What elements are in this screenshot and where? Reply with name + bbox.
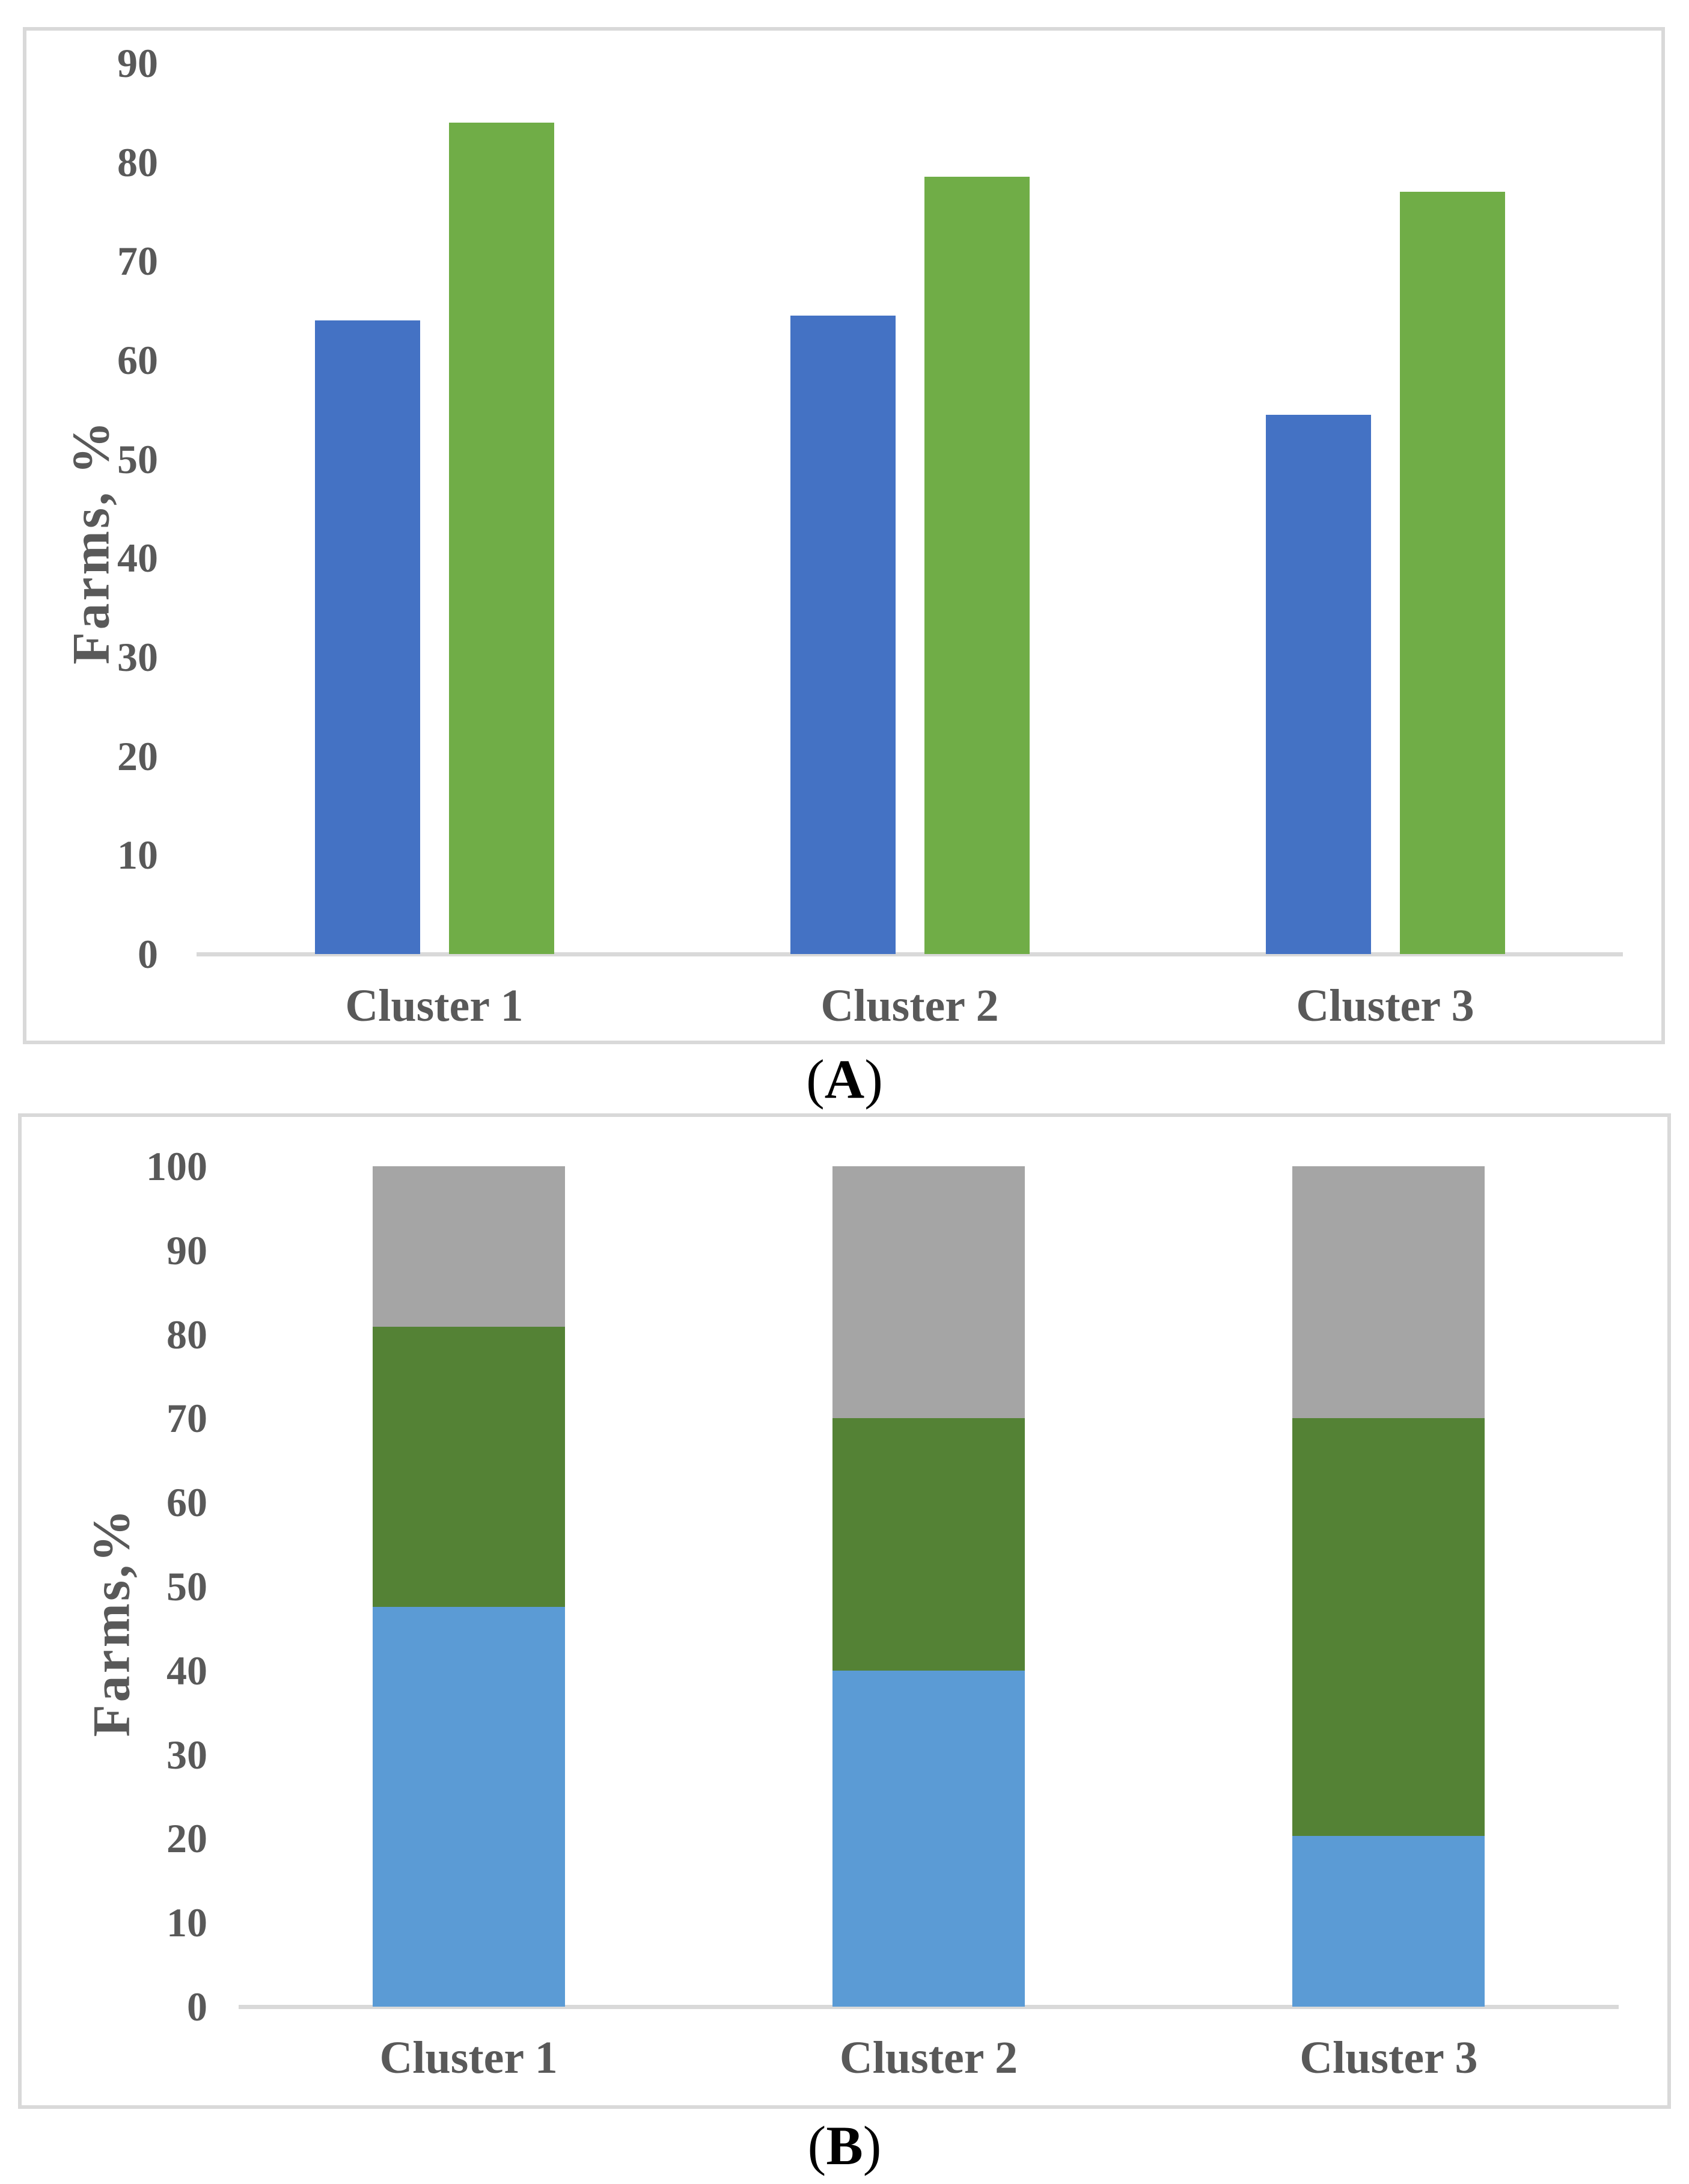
chart-a-bar-blue-cluster-3 (1265, 414, 1371, 954)
chart-a-bar-green-cluster-2 (924, 177, 1030, 954)
chart-a-y-axis-ticks: 0 10 20 30 40 50 60 70 80 90 (26, 43, 158, 974)
caption-b-open-paren: ( (807, 2115, 826, 2176)
chart-a-ytick-20: 20 (117, 733, 158, 779)
chart-a-bar-green-cluster-1 (448, 122, 554, 954)
caption-a: (A) (0, 1046, 1689, 1112)
chart-a-plot-area: Cluster 1 Cluster 2 Cluster 3 (197, 63, 1623, 1031)
chart-b-segment-blue-cluster-1 (372, 1606, 565, 2007)
chart-b-segment-blue-cluster-3 (1292, 1836, 1485, 2007)
chart-b-xlabel-cluster-3: Cluster 3 (1300, 2033, 1478, 2083)
chart-a-bar-green-cluster-3 (1399, 192, 1505, 954)
chart-a-xlabel-cluster-3: Cluster 3 (1296, 980, 1474, 1031)
chart-b-ytick-90: 90 (166, 1227, 207, 1273)
chart-a-ytick-90: 90 (117, 40, 158, 86)
chart-b-segment-green-cluster-3 (1292, 1418, 1485, 1837)
chart-b-x-axis-line (239, 2005, 1619, 2009)
chart-b-segment-blue-cluster-2 (832, 1670, 1025, 2007)
caption-b-letter: B (826, 2115, 863, 2176)
chart-b-xlabel-cluster-1: Cluster 1 (379, 2033, 558, 2083)
chart-b-ytick-20: 20 (166, 1815, 207, 1862)
chart-b-y-axis-ticks: 0 10 20 30 40 50 60 70 80 90 100 (22, 1146, 207, 2027)
chart-b-ytick-10: 10 (166, 1900, 207, 1946)
chart-a-ytick-30: 30 (117, 634, 158, 680)
chart-b-segment-gray-cluster-3 (1292, 1166, 1485, 1419)
chart-b-segment-gray-cluster-2 (832, 1166, 1025, 1419)
chart-b-ytick-100: 100 (146, 1143, 207, 1189)
caption-b-close-paren: ) (863, 2115, 882, 2176)
chart-b-ytick-80: 80 (166, 1311, 207, 1357)
chart-b-xlabel-cluster-2: Cluster 2 (839, 2033, 1018, 2083)
chart-a-ytick-40: 40 (117, 535, 158, 581)
chart-b-plot-area: Cluster 1 Cluster 2 Cluster 3 (239, 1166, 1619, 2083)
chart-b-ytick-50: 50 (166, 1564, 207, 1609)
chart-a-ytick-50: 50 (117, 436, 158, 482)
chart-b-panel: Farms,% 0 10 20 30 40 50 60 70 80 90 100 Cluster 1… (18, 1113, 1671, 2109)
caption-a-close-paren: ) (864, 1048, 883, 1110)
chart-a-xlabel-cluster-1: Cluster 1 (345, 980, 524, 1031)
chart-b-ytick-60: 60 (166, 1479, 207, 1526)
caption-a-open-paren: ( (806, 1048, 825, 1110)
chart-b-ytick-70: 70 (166, 1395, 207, 1442)
chart-a-xlabel-cluster-2: Cluster 2 (820, 980, 999, 1031)
chart-a-ytick-60: 60 (117, 337, 158, 383)
chart-a-ytick-0: 0 (138, 931, 158, 977)
chart-a-bar-blue-cluster-2 (790, 315, 896, 954)
caption-a-letter: A (824, 1048, 865, 1110)
chart-b-segment-gray-cluster-1 (372, 1166, 565, 1327)
chart-a-ytick-70: 70 (117, 238, 158, 284)
caption-b: (B) (0, 2112, 1689, 2179)
chart-a-x-axis-line (197, 952, 1623, 956)
chart-b-ytick-30: 30 (166, 1731, 207, 1778)
chart-b-segment-green-cluster-2 (832, 1418, 1025, 1671)
chart-b-ytick-40: 40 (166, 1647, 207, 1693)
chart-b-ytick-0: 0 (187, 1984, 207, 2030)
chart-b-segment-green-cluster-1 (372, 1327, 565, 1607)
chart-a-panel: Farms, % 0 10 20 30 40 50 60 70 80 90 Cluster 1 Cl… (23, 27, 1665, 1044)
chart-a-bar-blue-cluster-1 (314, 320, 420, 954)
chart-a-ytick-80: 80 (117, 139, 158, 185)
chart-a-ytick-10: 10 (117, 832, 158, 878)
